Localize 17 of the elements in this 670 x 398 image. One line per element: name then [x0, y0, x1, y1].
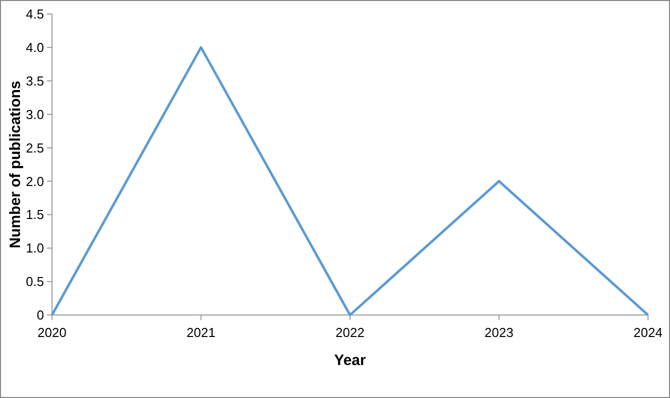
x-tick-label: 2023 — [484, 325, 514, 340]
y-tick-label: 4.0 — [26, 40, 44, 55]
y-tick-label: 1.0 — [26, 240, 44, 256]
y-tick-label: 2.0 — [26, 174, 44, 189]
x-axis-title: Year — [334, 352, 366, 369]
x-tick-label: 2024 — [634, 325, 662, 340]
y-tick-label: 3.5 — [26, 73, 44, 88]
x-tick-label: 2021 — [186, 325, 216, 340]
y-tick-label: 1.5 — [26, 207, 44, 222]
y-tick-label: 3.0 — [26, 106, 44, 122]
x-tick-label: 2022 — [336, 325, 364, 340]
y-tick-label: 0.5 — [26, 274, 44, 290]
y-tick-label: 4.5 — [26, 6, 44, 22]
y-tick-label: 2.5 — [26, 140, 44, 156]
y-axis-title: Number of publications — [7, 80, 24, 248]
y-tick-label: 0 — [36, 308, 44, 323]
x-tick-label: 2020 — [38, 325, 66, 340]
